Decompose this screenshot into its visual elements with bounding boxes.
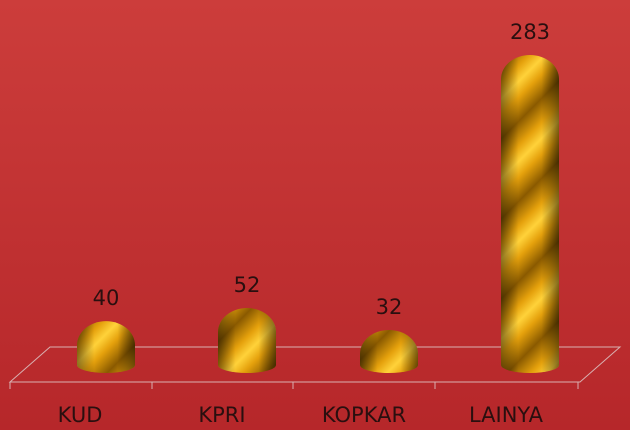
x-tick-label: KUD xyxy=(58,403,103,427)
bar-shade xyxy=(501,55,559,373)
x-tick-label: LAINYA xyxy=(469,403,544,427)
bar-shade xyxy=(360,329,418,373)
value-label: 32 xyxy=(376,295,403,319)
bar-shade xyxy=(77,321,135,373)
floor-ticks xyxy=(9,382,579,389)
bar-shade xyxy=(218,308,276,373)
x-tick-label: KPRI xyxy=(198,403,245,427)
x-tick-label: KOPKAR xyxy=(322,403,406,427)
value-label: 283 xyxy=(510,20,550,44)
value-label: 52 xyxy=(234,273,261,297)
floor xyxy=(8,346,622,383)
value-label: 40 xyxy=(93,286,120,310)
